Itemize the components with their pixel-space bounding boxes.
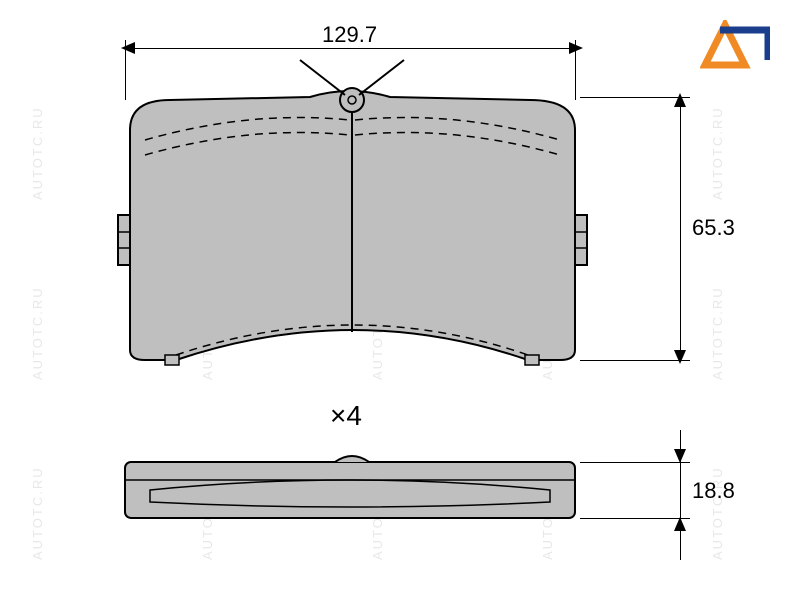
dimension-width: 129.7 (322, 22, 377, 48)
arrow-icon (674, 449, 686, 463)
watermark: AUTOTC.RU (30, 106, 45, 200)
quantity-label: ×4 (330, 400, 362, 432)
arrow-icon (674, 517, 686, 531)
watermark: AUTOTC.RU (710, 106, 725, 200)
arrow-icon (674, 93, 686, 107)
watermark: AUTOTC.RU (540, 466, 555, 560)
dimension-line-height (680, 97, 681, 360)
watermark: AUTOTC.RU (370, 286, 385, 380)
watermark: AUTOTC.RU (30, 466, 45, 560)
arrow-icon (674, 350, 686, 364)
watermark: AUTOTC.RU (200, 286, 215, 380)
watermark: AUTOTC.RU (200, 466, 215, 560)
dimension-line-width (125, 48, 575, 49)
watermark: AUTOTC.RU (370, 466, 385, 560)
diagram-canvas: { "dimensions": { "width_label": "129.7"… (0, 0, 800, 600)
dimension-height: 65.3 (692, 215, 735, 241)
watermark: AUTOTC.RU (200, 106, 215, 200)
arrow-icon (569, 42, 583, 54)
arrow-icon (121, 42, 135, 54)
watermark: AUTOTC.RU (540, 286, 555, 380)
watermark: AUTOTC.RU (710, 286, 725, 380)
logo-icon (700, 20, 770, 80)
dimension-thickness: 18.8 (692, 478, 735, 504)
watermark: AUTOTC.RU (540, 106, 555, 200)
watermark: AUTOTC.RU (30, 286, 45, 380)
watermark: AUTOTC.RU (370, 106, 385, 200)
